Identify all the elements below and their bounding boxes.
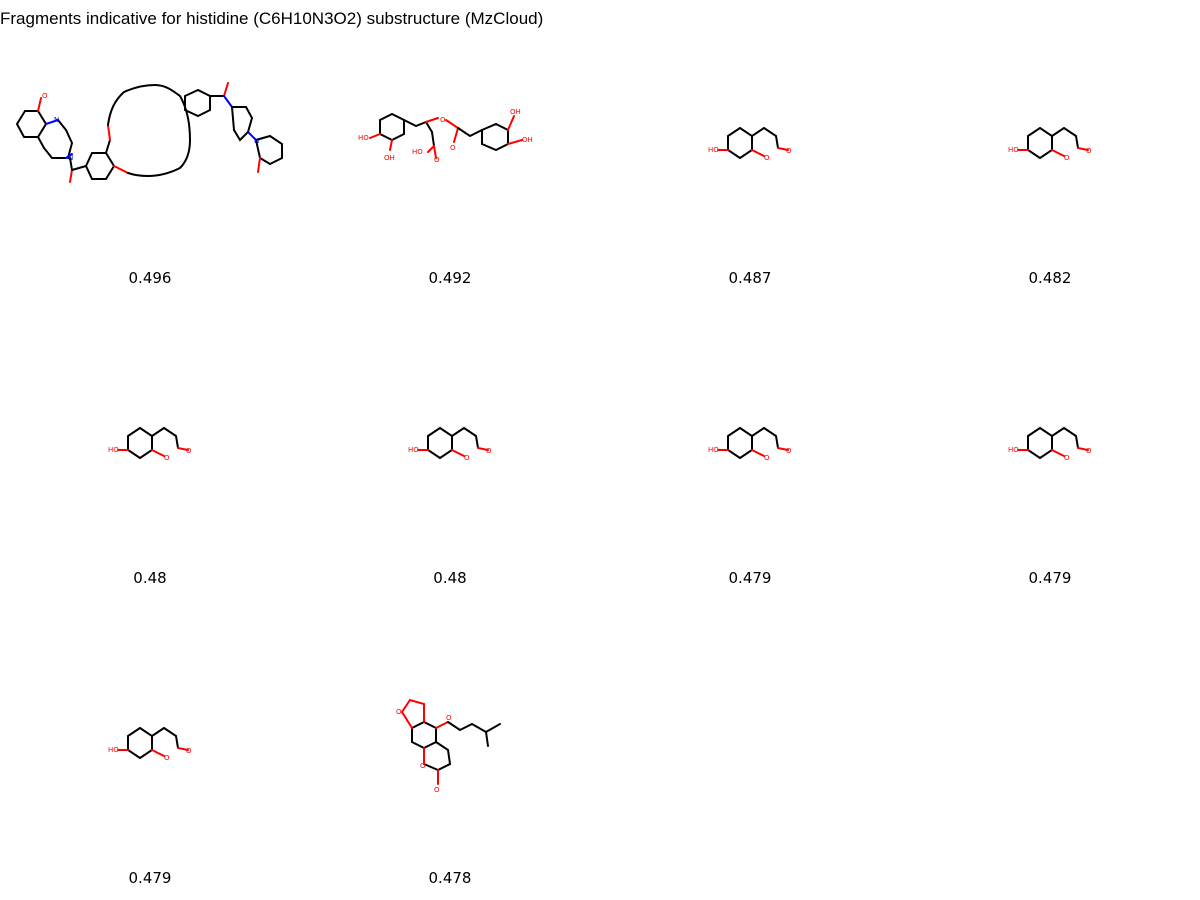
- molecule-structure: HO O O: [408, 426, 492, 462]
- svg-text:O: O: [164, 754, 170, 762]
- fragment-cell-2: HO OH O HO O O OH OH 0.492: [300, 0, 600, 300]
- fragment-score: 0.479: [1028, 569, 1072, 587]
- svg-text:O: O: [396, 708, 402, 716]
- fragment-cell-6: HO O O 0.48: [300, 300, 600, 600]
- svg-text:HO: HO: [108, 446, 119, 454]
- molecule-structure: HO O O: [1008, 126, 1092, 162]
- fragment-score: 0.479: [128, 869, 172, 887]
- svg-text:O: O: [450, 144, 456, 152]
- fragment-cell-5: HO O O 0.48: [0, 300, 300, 600]
- molecule-structure: HO O O: [108, 726, 192, 762]
- fragment-score: 0.496: [128, 269, 172, 287]
- svg-text:O: O: [464, 454, 470, 462]
- svg-text:N: N: [54, 116, 59, 124]
- fragment-score: 0.48: [433, 569, 467, 587]
- page-title: Fragments indicative for histidine (C6H1…: [0, 9, 544, 28]
- fragment-cell-3: HO O O 0.487: [600, 0, 900, 300]
- svg-text:O: O: [186, 447, 192, 455]
- svg-text:OH: OH: [522, 136, 533, 144]
- fragment-cell-10: O O O O 0.478: [300, 600, 600, 900]
- svg-text:O: O: [446, 714, 452, 722]
- molecule-structure: O O O O: [396, 698, 501, 794]
- svg-text:HO: HO: [708, 446, 719, 454]
- fragment-score: 0.48: [133, 569, 167, 587]
- svg-text:O: O: [1064, 154, 1070, 162]
- svg-text:O: O: [420, 762, 426, 770]
- fragment-score: 0.492: [428, 269, 472, 287]
- svg-text:O: O: [434, 786, 440, 794]
- svg-text:N: N: [254, 137, 259, 145]
- svg-text:OH: OH: [384, 154, 395, 162]
- svg-text:HO: HO: [108, 746, 119, 754]
- svg-text:HO: HO: [1008, 446, 1019, 454]
- fragment-score: 0.482: [1028, 269, 1072, 287]
- fragment-cell-9: HO O O 0.479: [0, 600, 300, 900]
- molecule-structure: HO O O: [1008, 426, 1092, 462]
- svg-text:O: O: [42, 92, 48, 100]
- molecule-structure: HO O O: [708, 126, 792, 162]
- svg-text:O: O: [764, 454, 770, 462]
- svg-text:O: O: [1064, 454, 1070, 462]
- svg-text:HO: HO: [708, 146, 719, 154]
- fragment-cell-1: O N N N 0.496: [0, 0, 300, 300]
- molecule-structure: HO O O: [708, 426, 792, 462]
- svg-text:O: O: [1086, 447, 1092, 455]
- molecule-structure: O N N N: [15, 82, 283, 183]
- fragment-cell-8: HO O O 0.479: [900, 300, 1200, 600]
- svg-text:O: O: [440, 116, 446, 124]
- svg-text:HO: HO: [1008, 146, 1019, 154]
- fragment-cell-4: HO O O 0.482: [900, 0, 1200, 300]
- svg-text:N: N: [68, 154, 73, 162]
- svg-text:HO: HO: [412, 148, 423, 156]
- svg-text:O: O: [164, 454, 170, 462]
- svg-text:OH: OH: [510, 108, 521, 116]
- svg-text:O: O: [486, 447, 492, 455]
- fragment-score: 0.479: [728, 569, 772, 587]
- fragment-score: 0.487: [728, 269, 772, 287]
- svg-text:O: O: [1086, 147, 1092, 155]
- svg-text:HO: HO: [408, 446, 419, 454]
- svg-text:O: O: [786, 147, 792, 155]
- svg-text:O: O: [786, 447, 792, 455]
- svg-text:O: O: [434, 156, 440, 164]
- fragment-score: 0.478: [428, 869, 472, 887]
- fragment-cell-7: HO O O 0.479: [600, 300, 900, 600]
- molecule-structure: HO OH O HO O O OH OH: [358, 108, 533, 164]
- svg-text:HO: HO: [358, 134, 369, 142]
- molecule-structure: HO O O: [108, 426, 192, 462]
- svg-text:O: O: [764, 154, 770, 162]
- svg-text:O: O: [186, 747, 192, 755]
